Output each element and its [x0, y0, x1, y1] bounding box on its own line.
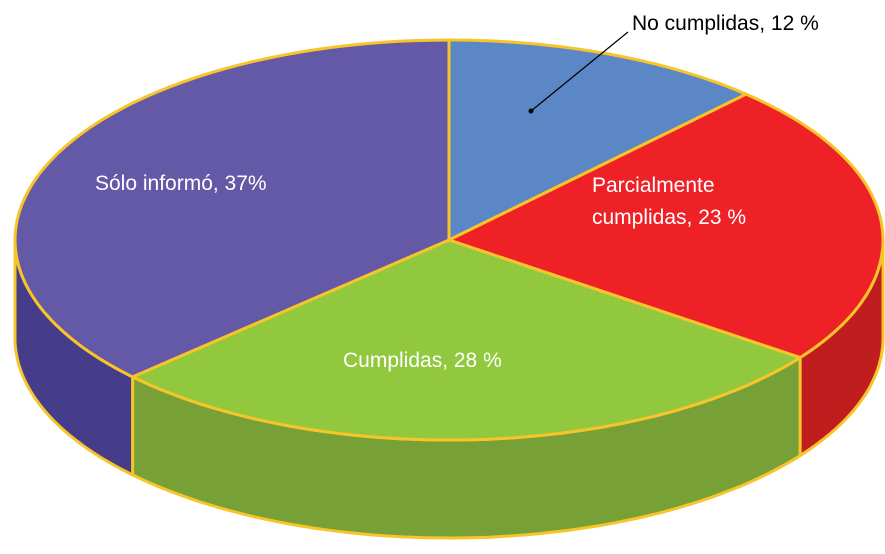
leader-line: [530, 31, 629, 112]
leader-dot: [528, 108, 534, 114]
pie-slice: [447, 92, 885, 360]
data-label: No cumplidas, 12 %: [632, 12, 819, 35]
pie-slice: [13, 38, 451, 379]
data-label: Sólo informó, 37%: [95, 172, 267, 195]
data-label: Parcialmente cumplidas, 23 %: [592, 174, 747, 229]
data-label: Cumplidas, 28 %: [343, 349, 502, 372]
pie-slice: [131, 238, 802, 442]
pie-slice: [447, 38, 748, 242]
